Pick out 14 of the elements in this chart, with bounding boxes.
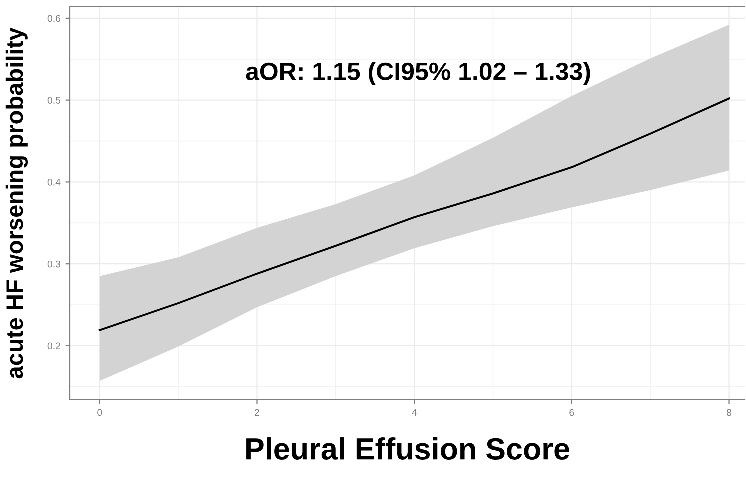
x-tick-label: 6: [570, 409, 574, 416]
line-series: [98, 98, 730, 332]
y-tick-label: 0.4: [48, 178, 61, 186]
y-tick-label: 0.6: [48, 15, 61, 22]
x-tick-label: 2: [255, 409, 260, 416]
x-tick-label: 8: [726, 409, 732, 416]
annotation: aOR: 1.15 (CI95% 1.02 – 1.33): [246, 62, 590, 86]
x-tick-label: 4: [412, 409, 417, 416]
y-tick-label: 0.3: [48, 260, 61, 268]
y-tick-label: 0.2: [48, 342, 60, 350]
y-tick-label: 0.5: [48, 97, 61, 104]
x-axis-title: Pleural Effusion Score: [246, 438, 570, 460]
y-axis-title: acute HF worsening probability: [6, 28, 28, 379]
x-tick-label: 0: [98, 409, 102, 416]
